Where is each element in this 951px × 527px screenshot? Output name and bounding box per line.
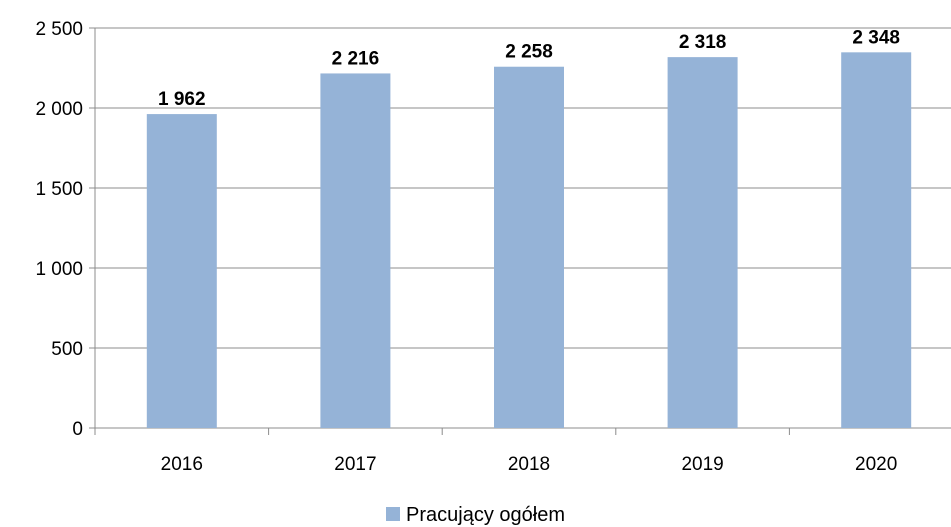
bar-2019 — [667, 57, 738, 429]
y-tick-label: 2 000 — [35, 99, 83, 120]
data-labels: 1 962 2 216 2 258 2 318 2 348 — [158, 27, 900, 110]
x-tick-label-2019: 2019 — [681, 454, 723, 475]
y-tick-label: 1 000 — [35, 259, 83, 280]
y-tick-label: 1 500 — [35, 179, 83, 200]
y-axis-ticks: 0 500 1 000 1 500 2 000 2 500 — [35, 19, 96, 440]
data-label-2020: 2 348 — [852, 27, 900, 48]
x-tick-label-2017: 2017 — [334, 454, 376, 475]
y-tick-label: 2 500 — [35, 19, 83, 40]
bar-2017 — [320, 73, 391, 428]
data-label-2018: 2 258 — [505, 42, 553, 63]
x-tick-label-2018: 2018 — [508, 454, 550, 475]
data-label-2017: 2 216 — [332, 48, 380, 69]
x-tick-label-2016: 2016 — [161, 454, 203, 475]
x-tick-label-2020: 2020 — [855, 454, 897, 475]
x-axis: 2016 2017 2018 2019 2020 — [94, 428, 897, 475]
y-tick-label: 500 — [51, 339, 83, 360]
legend-label: Pracujący ogółem — [406, 504, 565, 526]
bars — [146, 52, 912, 429]
bar-2018 — [494, 66, 564, 428]
legend-swatch — [386, 507, 401, 521]
bar-2020 — [841, 52, 912, 428]
data-label-2016: 1 962 — [158, 89, 206, 110]
bar-chart: 0 500 1 000 1 500 2 000 2 500 1 962 2 216 2 258… — [35, 19, 951, 475]
legend: Pracujący ogółem — [0, 503, 951, 527]
y-tick-label: 0 — [72, 419, 83, 440]
bar-2016 — [146, 114, 217, 428]
data-label-2019: 2 318 — [679, 32, 727, 53]
